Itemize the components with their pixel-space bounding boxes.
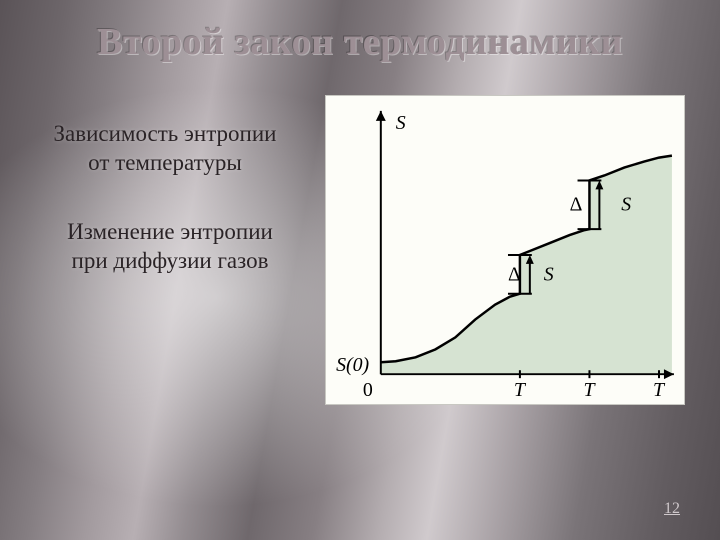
svg-text:T: T (514, 379, 527, 401)
slide-number: 12 (664, 500, 680, 518)
svg-text:0: 0 (363, 379, 373, 401)
caption-line: от температуры (88, 150, 242, 175)
svg-text:Δ: Δ (570, 194, 583, 216)
caption-line: Изменение энтропии (67, 219, 273, 244)
caption-entropy-diffusion: Изменение энтропии при диффузии газов (30, 218, 310, 276)
svg-text:S: S (396, 112, 406, 134)
caption-line: при диффузии газов (72, 248, 269, 273)
caption-line: Зависимость энтропии (54, 121, 277, 146)
slide-title: Второй закон термодинамики (0, 20, 720, 64)
svg-text:Δ: Δ (508, 263, 521, 285)
entropy-chart: Δ S Δ S T T T S 0 S(0) (325, 95, 685, 405)
svg-text:S(0): S(0) (336, 354, 369, 376)
entropy-chart-svg: Δ S Δ S T T T S 0 S(0) (326, 96, 684, 404)
svg-text:T: T (583, 379, 596, 401)
svg-text:S: S (544, 263, 554, 285)
svg-text:S: S (621, 194, 631, 216)
caption-entropy-temp: Зависимость энтропии от температуры (20, 120, 310, 178)
svg-text:T: T (653, 379, 666, 401)
